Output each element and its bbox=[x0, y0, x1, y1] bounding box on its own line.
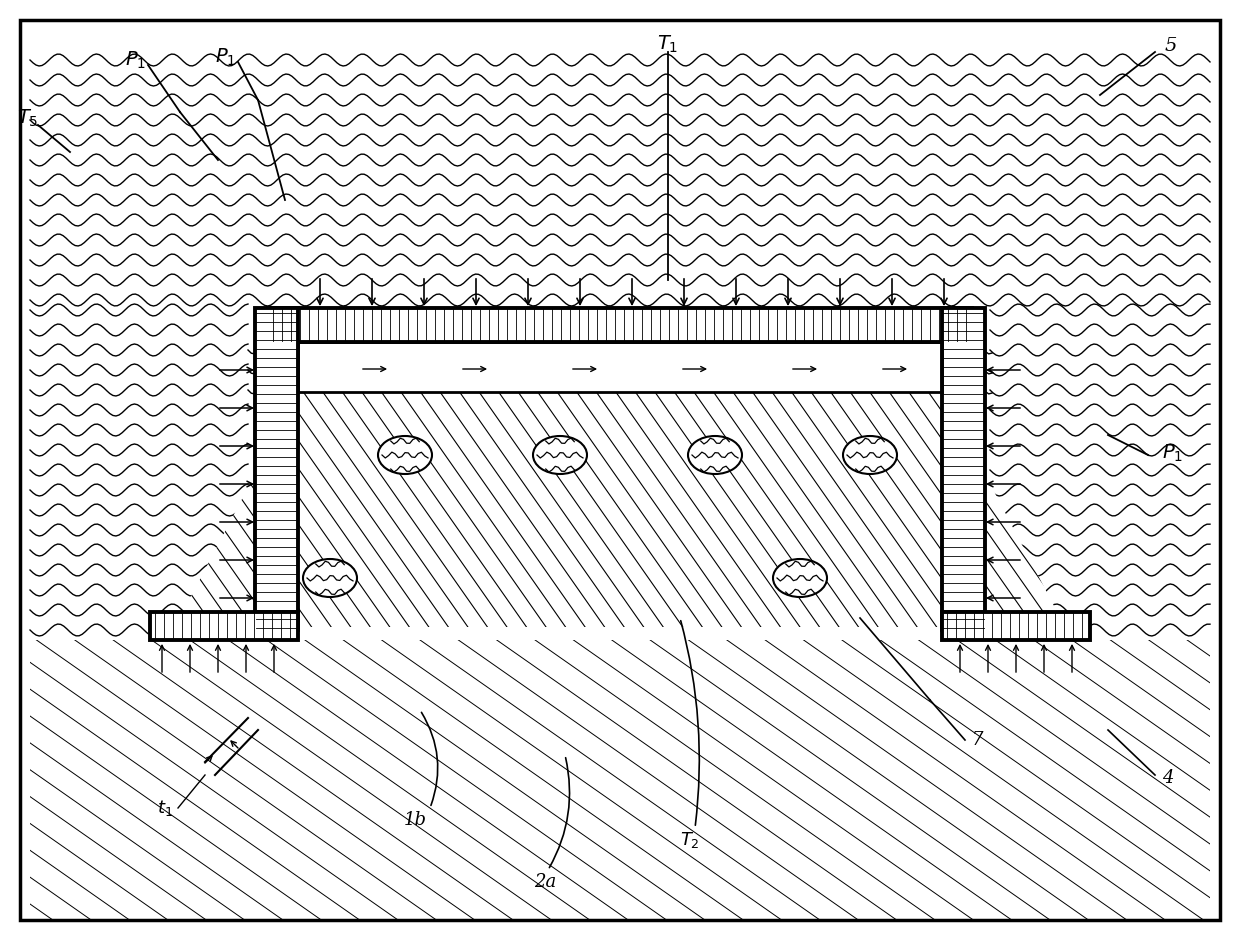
Text: 5: 5 bbox=[1166, 37, 1177, 55]
Text: $T_2$: $T_2$ bbox=[680, 830, 699, 850]
Text: $t_1$: $t_1$ bbox=[157, 798, 172, 818]
Ellipse shape bbox=[303, 559, 357, 597]
Text: $T_5$: $T_5$ bbox=[17, 107, 38, 129]
Polygon shape bbox=[30, 640, 1210, 920]
Ellipse shape bbox=[843, 436, 897, 474]
Text: 2a: 2a bbox=[534, 873, 556, 891]
Text: $P_1$: $P_1$ bbox=[216, 46, 237, 68]
Text: $P_1$: $P_1$ bbox=[125, 49, 146, 71]
Ellipse shape bbox=[773, 559, 827, 597]
Bar bbox=[942, 308, 985, 630]
Text: $P_1$: $P_1$ bbox=[1162, 443, 1183, 463]
Bar bbox=[150, 612, 298, 640]
Bar bbox=[255, 308, 298, 630]
Ellipse shape bbox=[533, 436, 587, 474]
Bar bbox=[268, 308, 972, 342]
Text: 1b: 1b bbox=[403, 811, 427, 829]
Text: $T_1$: $T_1$ bbox=[657, 33, 678, 55]
Bar bbox=[298, 342, 942, 392]
Text: 4: 4 bbox=[1162, 769, 1173, 787]
Polygon shape bbox=[175, 392, 1065, 627]
Ellipse shape bbox=[688, 436, 742, 474]
Bar bbox=[942, 612, 1090, 640]
Text: 7: 7 bbox=[972, 731, 983, 749]
Ellipse shape bbox=[378, 436, 432, 474]
